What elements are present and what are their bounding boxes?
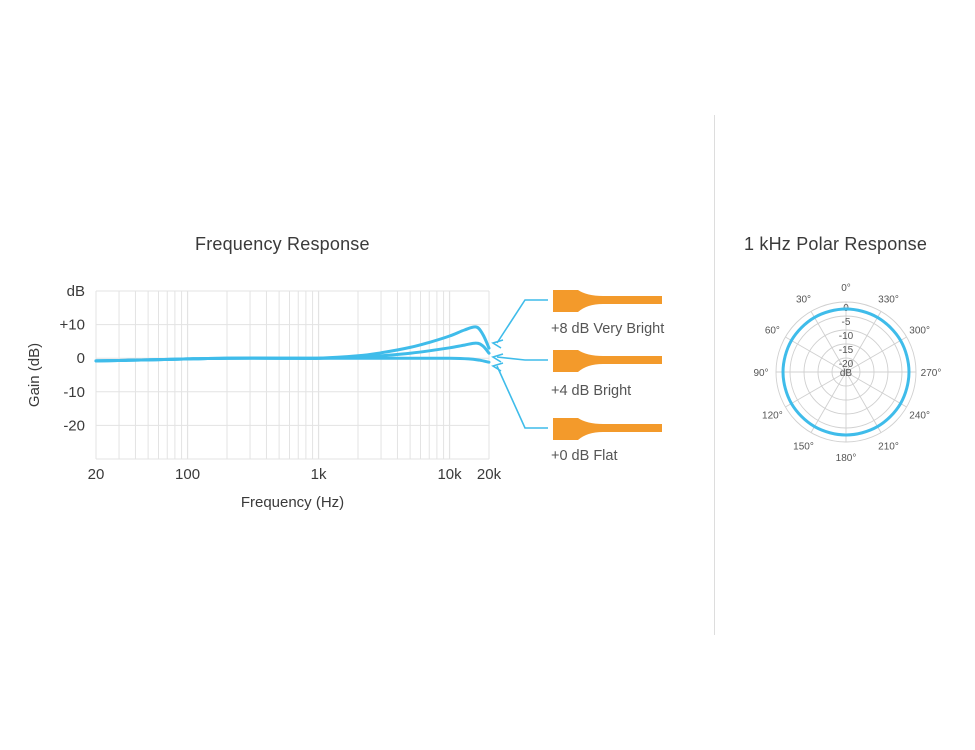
ear-tip-icon	[553, 418, 662, 440]
polar-angle-label: 30°	[796, 294, 811, 305]
polar-angle-label: 300°	[909, 326, 930, 337]
ear-tip-icon	[553, 290, 662, 312]
legend-label: +0 dB Flat	[551, 448, 618, 464]
polar-angle-label: 90°	[753, 368, 768, 379]
arrow-icon	[491, 362, 504, 372]
polar-angle-label: 270°	[921, 368, 942, 379]
polar-center-label: dB	[840, 368, 853, 379]
legend-label: +4 dB Bright	[551, 383, 631, 399]
x-tick-label: 100	[175, 466, 200, 483]
y-tick-label: -20	[63, 417, 85, 434]
polar-response-line	[781, 307, 911, 437]
polar-angle-label: 0°	[841, 283, 851, 294]
x-tick-label: 1k	[311, 466, 327, 483]
x-tick-label: 20k	[477, 466, 502, 483]
panel-divider	[714, 115, 715, 635]
connector-line	[496, 365, 548, 429]
x-tick-label: 10k	[437, 466, 462, 483]
x-tick-label: 20	[88, 466, 105, 483]
legend-item: +8 dB Very Bright	[491, 290, 664, 349]
polar-angle-label: 210°	[878, 442, 899, 453]
legend: +8 dB Very Bright +4 dB Bright +0 dB Flat	[491, 290, 664, 464]
polar-radial-tick: -5	[842, 317, 851, 328]
polar-angle-label: 240°	[909, 411, 930, 422]
legend-item: +4 dB Bright	[491, 350, 662, 399]
polar-radial-tick: -10	[839, 331, 854, 342]
series-line	[94, 356, 491, 364]
y-tick-label: 0	[77, 350, 85, 367]
polar-angle-label: 330°	[878, 294, 899, 305]
frequency-series	[94, 325, 491, 364]
polar-spoke	[810, 311, 882, 433]
y-tick-label: -10	[63, 384, 85, 401]
polar-angle-label: 150°	[793, 442, 814, 453]
frequency-tick-labels: 20 100 1k 10k 20k dB +10 0 -10 -20	[60, 283, 502, 483]
y-tick-label: dB	[67, 283, 85, 300]
arrow-icon	[491, 339, 504, 349]
connector-line	[496, 299, 548, 344]
connector-line	[496, 356, 548, 361]
polar-response-title: 1 kHz Polar Response	[744, 234, 928, 254]
polar-angle-label: 180°	[836, 453, 857, 464]
y-tick-label: +10	[60, 317, 85, 334]
y-axis-label: Gain (dB)	[26, 343, 43, 407]
legend-item: +0 dB Flat	[491, 362, 662, 464]
ear-tip-icon	[553, 350, 662, 372]
polar-radial-tick: -15	[839, 345, 854, 356]
frequency-grid	[95, 290, 490, 460]
series-line	[94, 325, 491, 363]
legend-label: +8 dB Very Bright	[551, 321, 664, 337]
arrow-icon	[491, 353, 504, 363]
polar-angle-label: 120°	[762, 411, 783, 422]
polar-angle-label: 60°	[765, 326, 780, 337]
x-axis-label: Frequency (Hz)	[241, 494, 344, 511]
polar-radial-tick: -20	[839, 359, 854, 370]
frequency-response-title: Frequency Response	[195, 234, 370, 254]
polar-chart: 0-5-10-15-20dB0°330°300°270°240°210°180°…	[753, 283, 941, 464]
